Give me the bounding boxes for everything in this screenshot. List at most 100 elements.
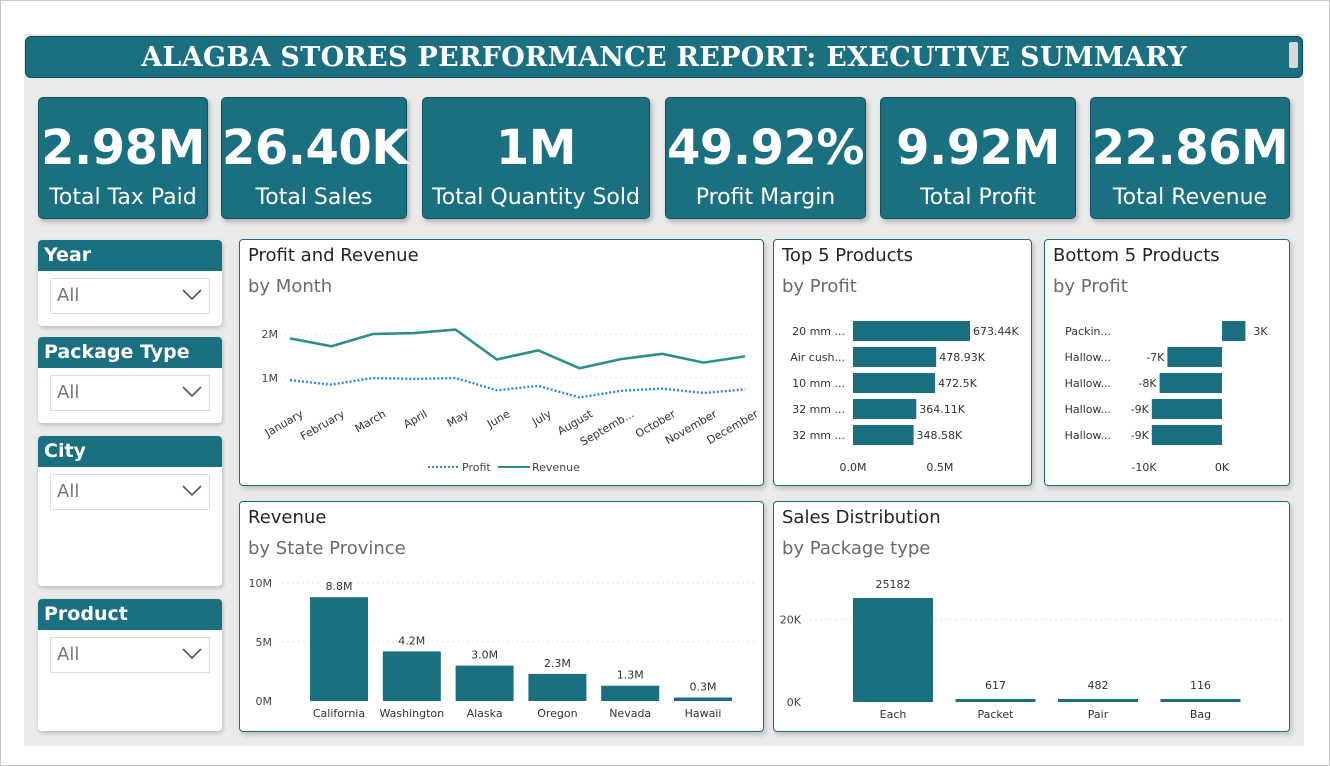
y-tick-label: 20K xyxy=(780,613,802,626)
series-line-profit xyxy=(289,376,746,399)
chart-subtitle: by Month xyxy=(248,276,333,297)
data-label: -9K xyxy=(1131,429,1150,442)
x-tick-label: February xyxy=(298,407,347,443)
bar xyxy=(1151,399,1222,419)
bar xyxy=(310,597,368,701)
chart-subtitle: by State Province xyxy=(248,538,406,559)
category-label: Alaska xyxy=(467,707,503,720)
kpi-total-revenue: 22.86M Total Revenue xyxy=(1090,97,1290,219)
y-tick-label: 10M xyxy=(249,577,273,590)
category-label: 10 mm ... xyxy=(792,377,845,390)
chart-subtitle: by Package type xyxy=(782,538,931,559)
chevron-down-icon xyxy=(182,648,202,660)
package-type-dropdown[interactable]: All xyxy=(50,375,210,411)
bar xyxy=(674,697,732,701)
product-dropdown[interactable]: All xyxy=(50,637,210,673)
bar xyxy=(853,321,970,341)
kpi-label: Total Sales xyxy=(255,185,373,210)
dropdown-value: All xyxy=(57,644,80,665)
profit-revenue-chart: Profit and Revenue by Month 1M 2M January F… xyxy=(239,239,764,486)
bar-chart-svg: 20 mm ... 673.44K Air cush... 478.93K 10 mm … xyxy=(790,321,1019,474)
slicer-year: Year All xyxy=(38,240,222,326)
legend-label: Profit xyxy=(462,461,491,474)
slicer-title: Year xyxy=(38,240,222,271)
bar xyxy=(382,651,441,701)
legend-label: Revenue xyxy=(532,461,580,474)
chevron-down-icon xyxy=(182,289,202,301)
report-title-bar: ALAGBA STORES PERFORMANCE REPORT: EXECUT… xyxy=(25,36,1303,78)
data-label: 478.93K xyxy=(939,351,985,364)
bar xyxy=(1159,373,1222,393)
x-tick-label: May xyxy=(445,407,472,430)
category-label: Air cush... xyxy=(790,351,845,364)
bar xyxy=(1058,699,1138,702)
slicer-title: Package Type xyxy=(38,337,222,368)
x-tick-label: 0K xyxy=(1215,461,1230,474)
x-tick-label: April xyxy=(401,407,429,431)
bottom-products-chart: Bottom 5 Products by Profit Packin... 3K H… xyxy=(1044,239,1290,486)
kpi-label: Total Quantity Sold xyxy=(432,185,640,210)
kpi-value: 1M xyxy=(495,120,577,176)
city-dropdown[interactable]: All xyxy=(50,474,210,510)
data-label: 472.5K xyxy=(938,377,977,390)
kpi-total-quantity-sold: 1M Total Quantity Sold xyxy=(422,97,650,219)
data-label: -7K xyxy=(1146,351,1165,364)
category-label: 32 mm ... xyxy=(792,429,845,442)
category-label: Hallow... xyxy=(1065,429,1111,442)
chart-title: Revenue xyxy=(248,507,327,528)
kpi-total-tax-paid: 2.98M Total Tax Paid xyxy=(38,97,208,219)
category-label: 32 mm ... xyxy=(792,403,845,416)
bar xyxy=(1160,699,1241,702)
kpi-total-profit: 9.92M Total Profit xyxy=(880,97,1076,219)
kpi-total-sales: 26.40K Total Sales xyxy=(221,97,409,219)
kpi-value: 22.86M xyxy=(1091,120,1289,176)
top-products-chart: Top 5 Products by Profit 20 mm ... 673.44… xyxy=(773,239,1032,486)
data-label: -9K xyxy=(1131,403,1150,416)
y-tick-label: 2M xyxy=(262,328,279,341)
dropdown-value: All xyxy=(57,382,80,403)
data-label: 1.3M xyxy=(617,669,644,682)
scrollbar-thumb[interactable] xyxy=(1289,42,1298,68)
bar xyxy=(528,673,587,701)
slicer-package-type: Package Type All xyxy=(38,337,222,423)
bar-chart-svg: 0K 20K 25182 Each 617 Packet 482 Pair 116 Bag xyxy=(780,578,1282,721)
dropdown-value: All xyxy=(57,481,80,502)
data-label: 2.3M xyxy=(544,657,571,670)
bar xyxy=(853,347,937,367)
category-label: California xyxy=(313,707,365,720)
category-label: Nevada xyxy=(609,707,651,720)
y-tick-label: 0M xyxy=(256,695,273,708)
data-label: 0.3M xyxy=(690,680,717,693)
bar xyxy=(955,699,1036,702)
chart-title: Sales Distribution xyxy=(782,507,941,528)
x-tick-label: -10K xyxy=(1131,461,1157,474)
chart-title: Profit and Revenue xyxy=(248,245,419,266)
dropdown-value: All xyxy=(57,285,80,306)
x-tick-label: July xyxy=(529,407,554,429)
bar-chart-svg: Packin... 3K Hallow... -7K Hallow... -8K Hallo… xyxy=(1065,321,1268,474)
sales-distribution-chart: Sales Distribution by Package type 0K 20K… xyxy=(773,501,1290,732)
kpi-label: Profit Margin xyxy=(695,185,836,210)
category-label: Packin... xyxy=(1065,325,1111,338)
data-label: 4.2M xyxy=(398,634,425,647)
data-label: 364.11K xyxy=(919,403,965,416)
year-dropdown[interactable]: All xyxy=(50,278,210,314)
category-label: Hawaii xyxy=(685,707,722,720)
x-tick-label: March xyxy=(353,407,389,435)
kpi-label: Total Revenue xyxy=(1112,185,1268,210)
category-label: 20 mm ... xyxy=(792,325,845,338)
kpi-value: 9.92M xyxy=(896,120,1060,176)
slicer-title: Product xyxy=(38,599,222,630)
category-label: Pair xyxy=(1088,708,1109,721)
bar xyxy=(853,399,917,419)
revenue-by-state-chart: Revenue by State Province 0M 5M 10M 8.8M Cal… xyxy=(239,501,764,732)
chevron-down-icon xyxy=(182,485,202,497)
report-title: ALAGBA STORES PERFORMANCE REPORT: EXECUT… xyxy=(141,41,1187,73)
bar xyxy=(1151,425,1222,445)
y-tick-label: 0K xyxy=(787,696,802,709)
bar xyxy=(455,665,514,701)
bar xyxy=(601,685,660,701)
chart-title: Top 5 Products xyxy=(782,245,913,266)
bar xyxy=(1167,347,1222,367)
